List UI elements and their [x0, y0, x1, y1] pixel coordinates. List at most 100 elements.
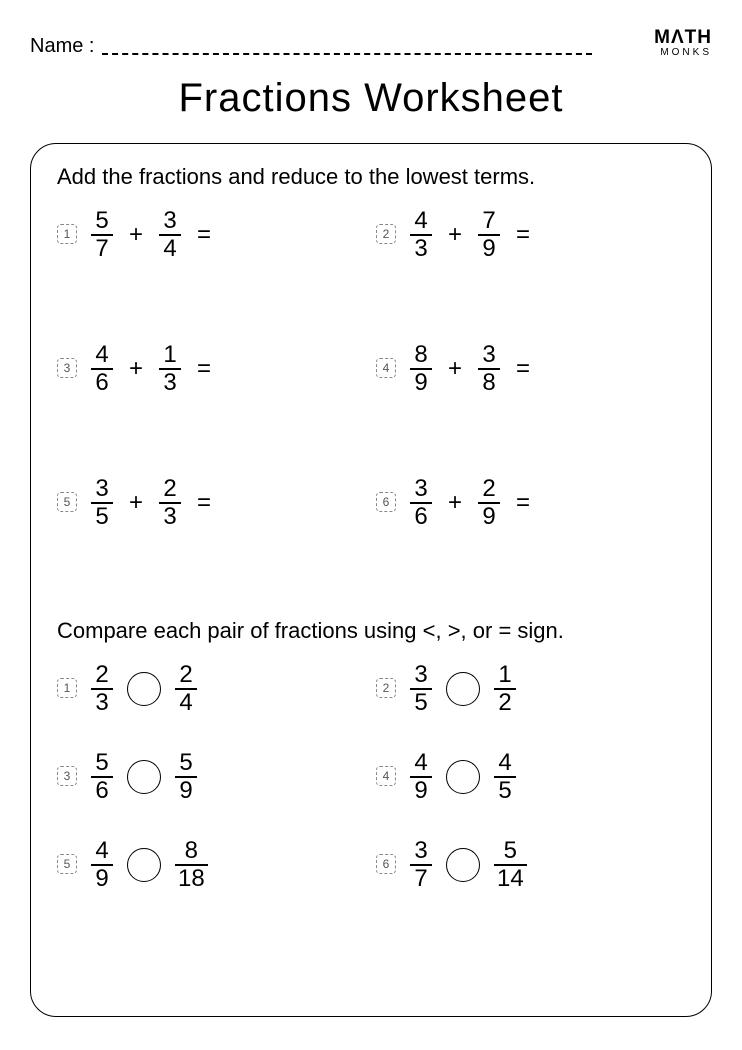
expression: 5659 — [91, 750, 197, 805]
denominator: 6 — [91, 776, 113, 804]
numerator: 3 — [92, 476, 111, 502]
answer-circle[interactable] — [127, 848, 161, 882]
equals-sign: = — [195, 489, 213, 517]
numerator: 4 — [411, 750, 430, 776]
name-line: Name : — [30, 35, 592, 58]
answer-circle[interactable] — [446, 848, 480, 882]
fraction: 12 — [494, 662, 516, 717]
fraction: 514 — [494, 838, 527, 893]
plus-sign: + — [127, 355, 145, 383]
content-box: Add the fractions and reduce to the lowe… — [30, 143, 712, 1017]
numerator: 4 — [92, 838, 111, 864]
denominator: 9 — [478, 234, 500, 262]
fraction: 13 — [159, 342, 181, 397]
compare-problem: 12324 — [57, 662, 366, 750]
addition-problem: 535+23= — [57, 476, 366, 610]
addition-problem: 157+34= — [57, 208, 366, 342]
compare-problem: 44945 — [376, 750, 685, 838]
numerator: 4 — [411, 208, 430, 234]
numerator: 3 — [411, 476, 430, 502]
logo-sub: MONKS — [654, 48, 712, 58]
answer-circle[interactable] — [446, 672, 480, 706]
fraction: 36 — [410, 476, 432, 531]
expression: 46+13= — [91, 342, 213, 397]
problem-number: 5 — [57, 854, 77, 874]
fraction: 35 — [410, 662, 432, 717]
instruction-2: Compare each pair of fractions using <, … — [57, 618, 685, 644]
denominator: 9 — [410, 776, 432, 804]
numerator: 4 — [495, 750, 514, 776]
logo: MΛTH MONKS — [654, 28, 712, 58]
denominator: 3 — [410, 234, 432, 262]
numerator: 5 — [501, 838, 520, 864]
fraction: 38 — [478, 342, 500, 397]
fraction: 24 — [175, 662, 197, 717]
problem-number: 3 — [57, 766, 77, 786]
instruction-1: Add the fractions and reduce to the lowe… — [57, 164, 685, 190]
page-title: Fractions Worksheet — [30, 76, 712, 121]
plus-sign: + — [446, 355, 464, 383]
problem-number: 4 — [376, 766, 396, 786]
denominator: 7 — [410, 864, 432, 892]
addition-problem: 346+13= — [57, 342, 366, 476]
numerator: 2 — [160, 476, 179, 502]
fraction: 35 — [91, 476, 113, 531]
expression: 36+29= — [410, 476, 532, 531]
denominator: 4 — [159, 234, 181, 262]
fraction: 49 — [91, 838, 113, 893]
expression: 35 12 — [410, 662, 516, 717]
denominator: 2 — [494, 688, 516, 716]
fraction: 49 — [410, 750, 432, 805]
numerator: 3 — [411, 838, 430, 864]
denominator: 7 — [91, 234, 113, 262]
numerator: 5 — [92, 208, 111, 234]
addition-problem: 243+79= — [376, 208, 685, 342]
problem-number: 4 — [376, 358, 396, 378]
fraction: 56 — [91, 750, 113, 805]
expression: 37 514 — [410, 838, 527, 893]
denominator: 6 — [91, 368, 113, 396]
numerator: 1 — [495, 662, 514, 688]
fraction: 45 — [494, 750, 516, 805]
denominator: 3 — [159, 502, 181, 530]
denominator: 5 — [494, 776, 516, 804]
numerator: 4 — [92, 342, 111, 368]
numerator: 1 — [160, 342, 179, 368]
numerator: 5 — [176, 750, 195, 776]
problem-number: 2 — [376, 678, 396, 698]
answer-circle[interactable] — [446, 760, 480, 794]
expression: 23 24 — [91, 662, 197, 717]
problem-number: 2 — [376, 224, 396, 244]
answer-circle[interactable] — [127, 672, 161, 706]
compare-grid: 12324235123565944945549818637514 — [57, 662, 685, 926]
name-label: Name : — [30, 35, 94, 58]
plus-sign: + — [127, 489, 145, 517]
problem-number: 1 — [57, 224, 77, 244]
expression: 43+79= — [410, 208, 532, 263]
numerator: 3 — [411, 662, 430, 688]
logo-top: MΛTH — [654, 27, 712, 48]
compare-problem: 23512 — [376, 662, 685, 750]
answer-circle[interactable] — [127, 760, 161, 794]
problem-number: 5 — [57, 492, 77, 512]
fraction: 23 — [91, 662, 113, 717]
expression: 89+38= — [410, 342, 532, 397]
problem-number: 6 — [376, 492, 396, 512]
numerator: 3 — [160, 208, 179, 234]
fraction: 59 — [175, 750, 197, 805]
fraction: 43 — [410, 208, 432, 263]
plus-sign: + — [127, 221, 145, 249]
equals-sign: = — [195, 221, 213, 249]
addition-problem: 6 36+29= — [376, 476, 685, 610]
denominator: 9 — [410, 368, 432, 396]
compare-problem: 5 49 818 — [57, 838, 366, 926]
addition-grid: 157+34=243+79=346+13=489+38=535+23=636+2… — [57, 208, 685, 610]
fraction: 57 — [91, 208, 113, 263]
plus-sign: + — [446, 221, 464, 249]
numerator: 7 — [479, 208, 498, 234]
fraction: 818 — [175, 838, 208, 893]
equals-sign: = — [514, 489, 532, 517]
name-input-line[interactable] — [102, 53, 592, 55]
numerator: 2 — [92, 662, 111, 688]
denominator: 3 — [91, 688, 113, 716]
